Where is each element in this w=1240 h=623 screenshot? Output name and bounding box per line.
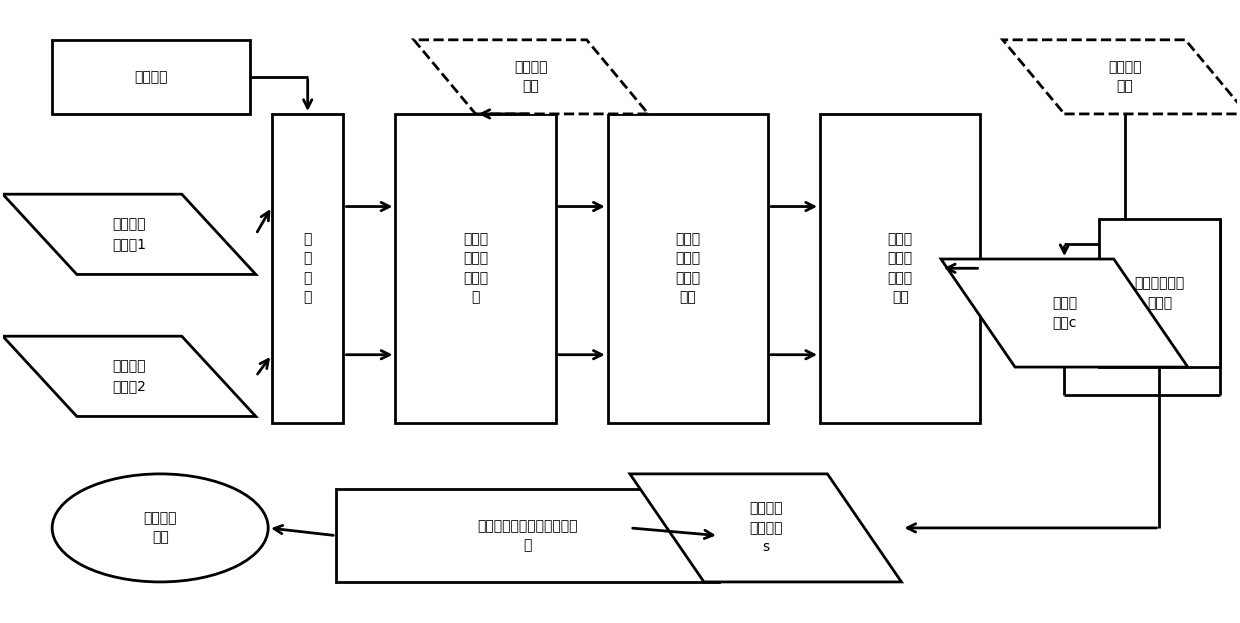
Polygon shape [2, 194, 255, 275]
Bar [396, 114, 556, 422]
Text: 辐射校
正及多
光谱复
原: 辐射校 正及多 光谱复 原 [463, 232, 489, 305]
Bar [336, 489, 719, 582]
Ellipse shape [52, 474, 268, 582]
Bar [608, 114, 768, 422]
Bar [820, 114, 981, 422]
Polygon shape [941, 259, 1188, 367]
Polygon shape [414, 40, 649, 114]
Bar [1099, 219, 1220, 367]
Polygon shape [1003, 40, 1240, 114]
Text: 交叉验证、空洞填充等后处
理: 交叉验证、空洞填充等后处 理 [477, 519, 578, 553]
Text: 多光谱原
始图像2: 多光谱原 始图像2 [113, 359, 146, 393]
Text: 最终的视
差图: 最终的视 差图 [144, 511, 177, 545]
Bar [52, 40, 249, 114]
Text: 极
线
校
正: 极 线 校 正 [304, 232, 312, 305]
Polygon shape [630, 474, 901, 582]
Text: 辐射校正
参数: 辐射校正 参数 [515, 60, 548, 93]
Text: 视差空
间图c: 视差空 间图c [1052, 297, 1078, 330]
Polygon shape [2, 336, 255, 416]
Text: 优化的视
差空间图
s: 优化的视 差空间图 s [749, 502, 782, 554]
Bar [272, 114, 343, 422]
Text: 多光谱原
始图像1: 多光谱原 始图像1 [113, 217, 146, 251]
Text: 局部特
征匹配
及代价
计算: 局部特 征匹配 及代价 计算 [888, 232, 913, 305]
Text: 半全局匹配代
价优化: 半全局匹配代 价优化 [1135, 276, 1184, 310]
Text: 光谱特
征及结
构特征
提取: 光谱特 征及结 构特征 提取 [676, 232, 701, 305]
Text: 视差搜索
范围: 视差搜索 范围 [1109, 60, 1142, 93]
Text: 相机标定: 相机标定 [134, 70, 167, 84]
